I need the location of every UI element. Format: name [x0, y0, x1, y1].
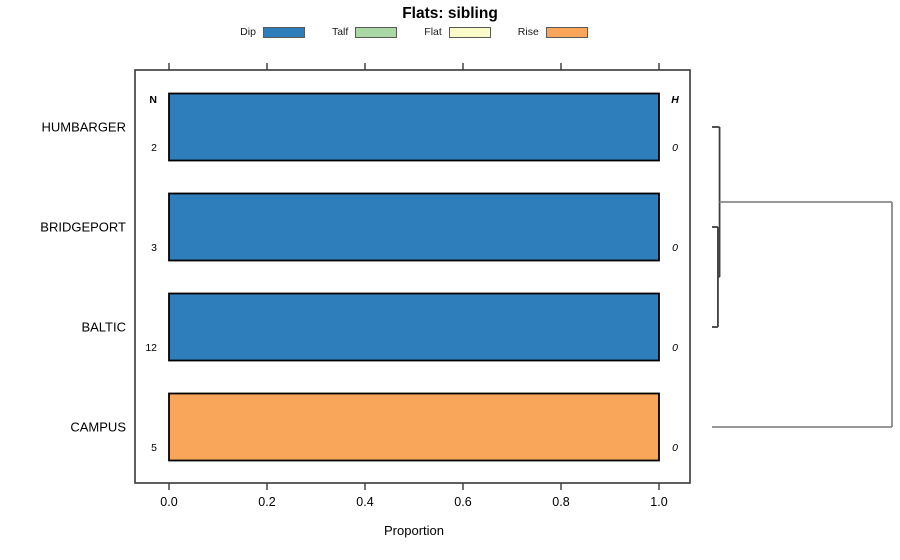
legend-item-rise: Rise — [518, 26, 588, 38]
bar-segment — [168, 192, 660, 262]
legend-swatch-dip — [262, 26, 305, 38]
n-value: 5 — [151, 442, 157, 454]
legend-swatch-talf — [355, 26, 398, 38]
n-value: 3 — [151, 242, 157, 254]
h-value: 0 — [672, 442, 678, 454]
h-value: 0 — [672, 142, 678, 154]
legend-item-talf: Talf — [331, 26, 398, 38]
bar-segment — [168, 392, 660, 462]
n-value: 12 — [145, 342, 157, 354]
bar-segment — [168, 292, 660, 362]
x-axis-tick-label: 1.0 — [650, 495, 667, 509]
x-axis-tick-label: 0.8 — [552, 495, 569, 509]
h-value: 0 — [672, 342, 678, 354]
legend-item-flat: Flat — [424, 26, 491, 38]
bar-segment — [168, 92, 660, 162]
legend-label-flat: Flat — [424, 26, 442, 38]
legend-label-dip: Dip — [240, 26, 256, 38]
legend-label-talf: Talf — [331, 26, 349, 38]
x-axis-title: Proportion — [384, 523, 444, 538]
x-axis-tick-label: 0.4 — [356, 495, 373, 509]
category-label: BRIDGEPORT — [40, 220, 126, 235]
chart-title: Flats: sibling — [402, 5, 498, 22]
legend-swatch-rise — [545, 26, 588, 38]
chart-legend: Dip Talf Flat Rise — [0, 26, 828, 38]
h-header: H — [671, 94, 679, 106]
plot-box — [134, 69, 691, 484]
x-axis-tick-label: 0.6 — [454, 495, 471, 509]
n-value: 2 — [151, 142, 157, 154]
legend-label-rise: Rise — [517, 26, 539, 38]
h-value: 0 — [672, 242, 678, 254]
n-header: N — [149, 94, 157, 106]
category-label: BALTIC — [81, 320, 126, 335]
legend-swatch-flat — [448, 26, 491, 38]
category-label: CAMPUS — [70, 420, 126, 435]
legend-item-dip: Dip — [240, 26, 305, 38]
x-axis-tick-label: 0.2 — [258, 495, 275, 509]
category-label: HUMBARGER — [41, 120, 126, 135]
x-axis-tick-label: 0.0 — [160, 495, 177, 509]
